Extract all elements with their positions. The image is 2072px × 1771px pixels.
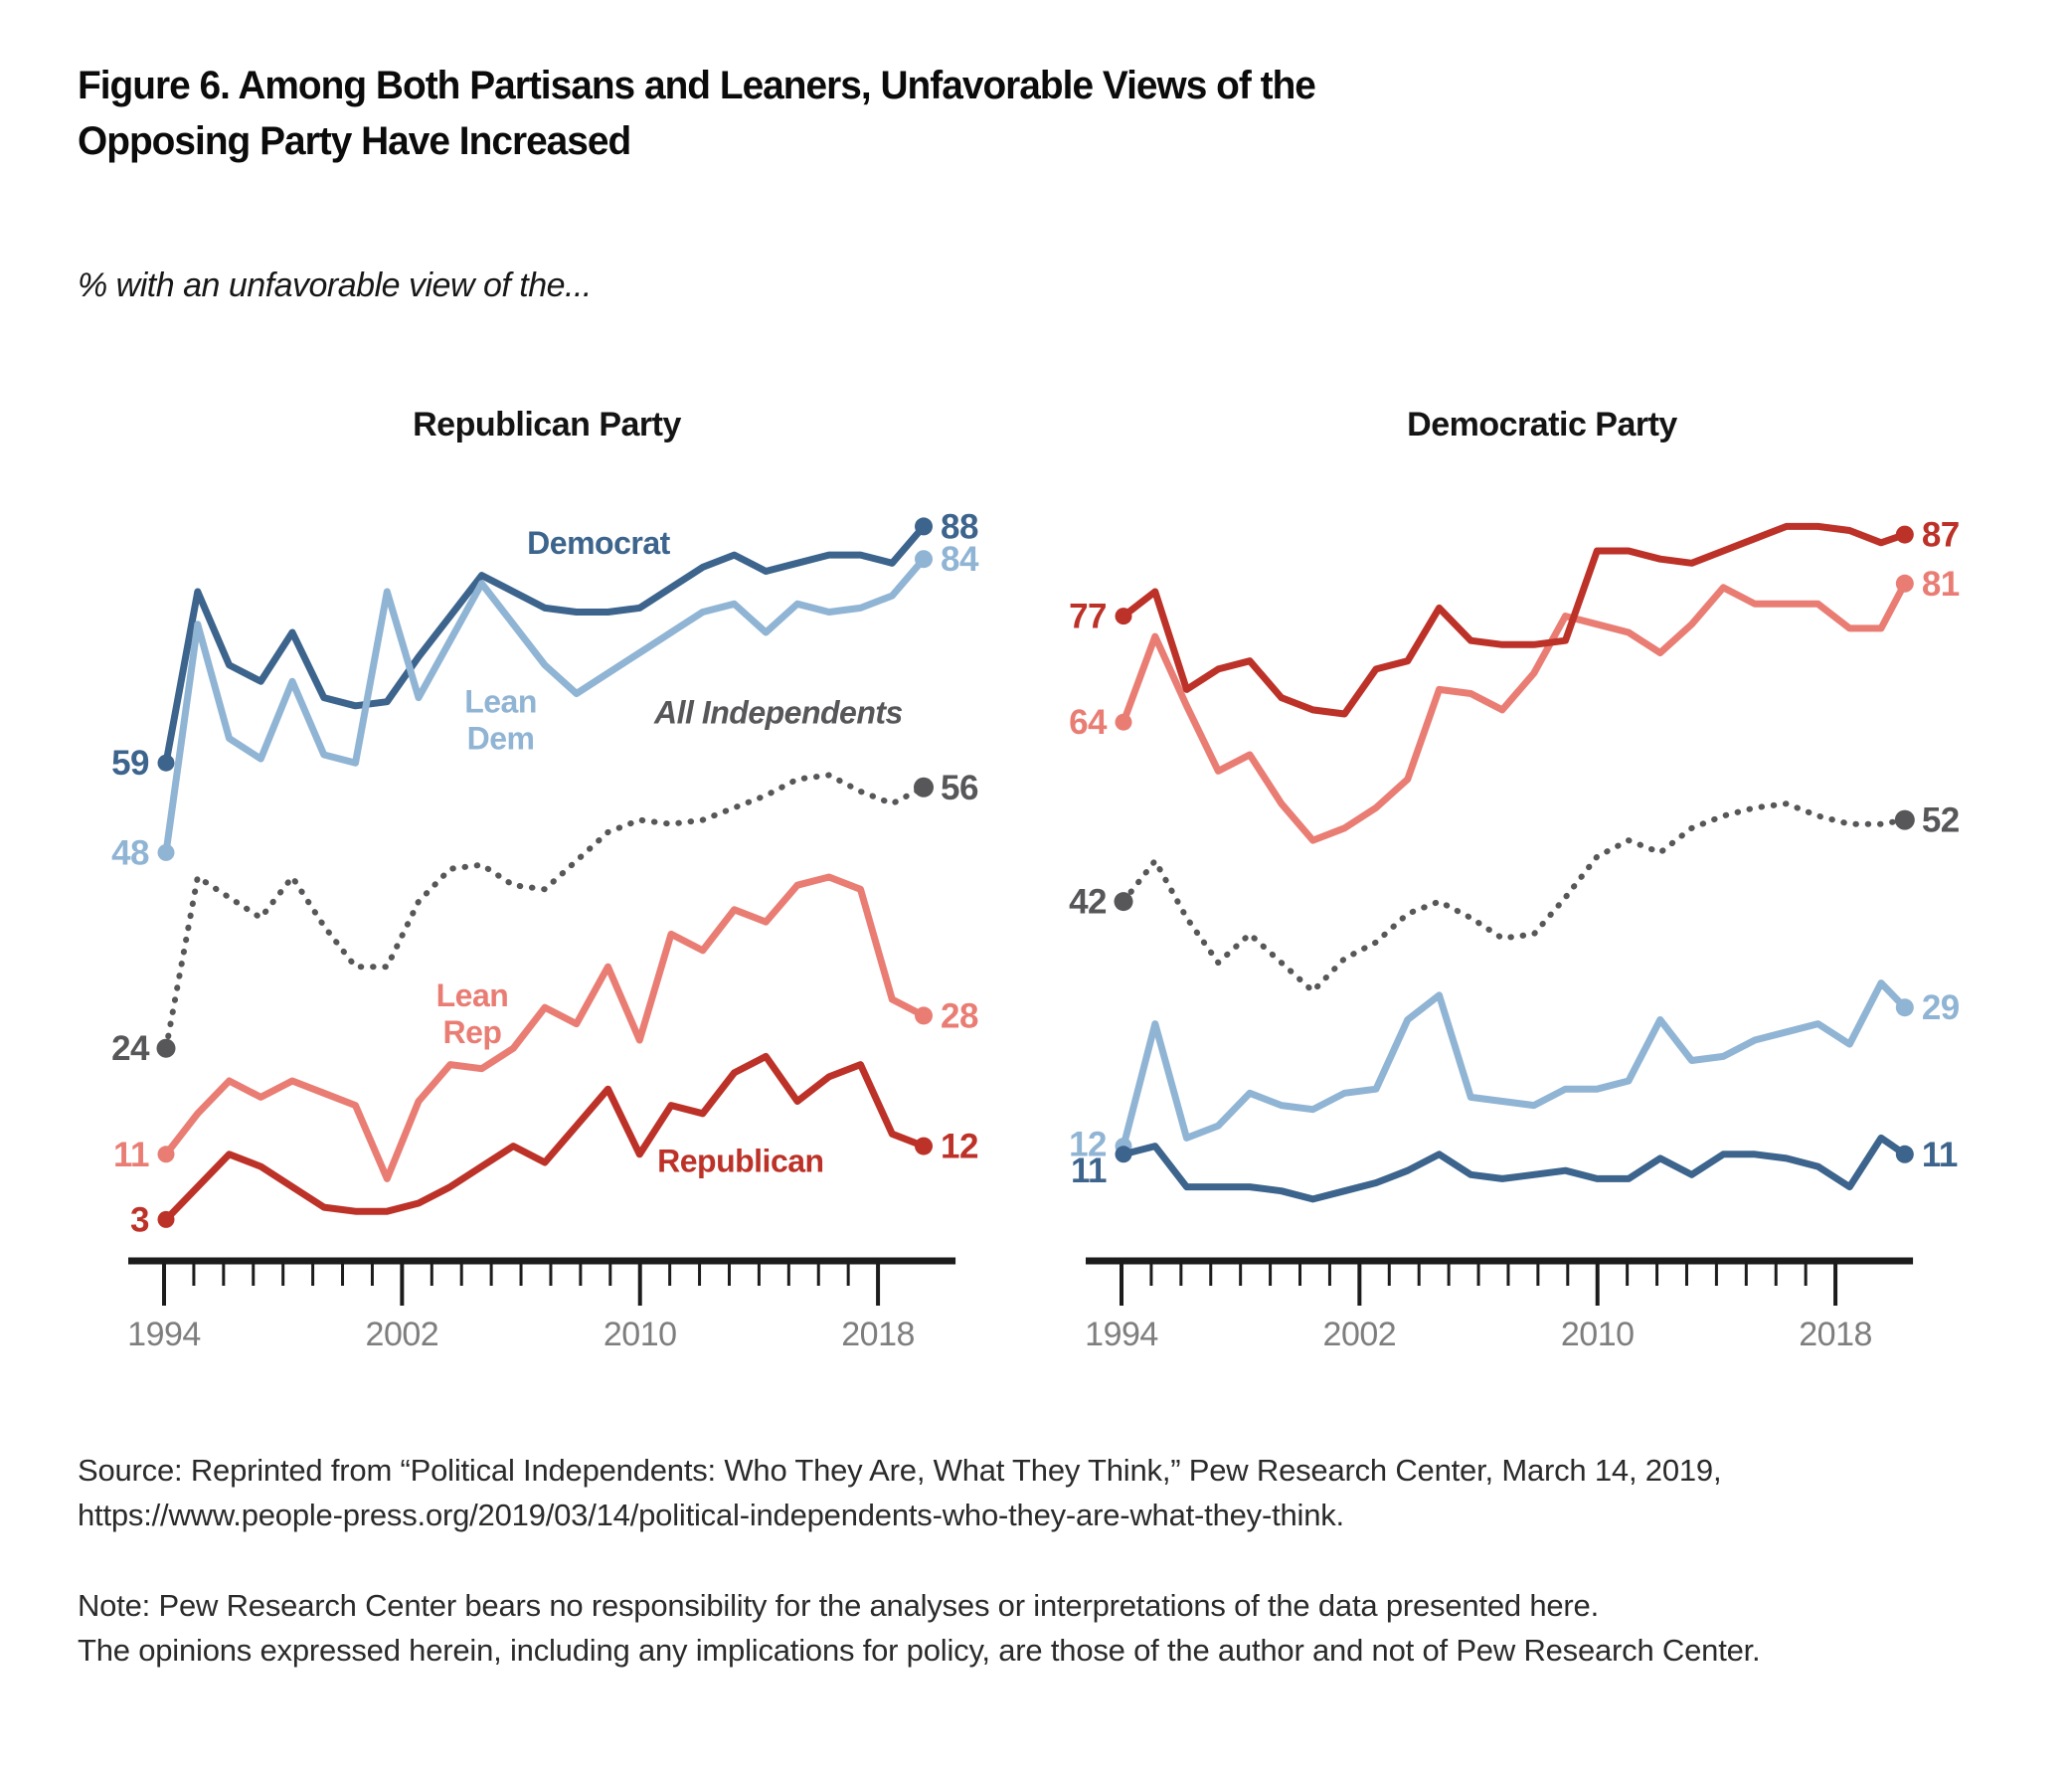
- figure-title-line2: Opposing Party Have Increased: [78, 119, 631, 163]
- series-label-republican-line1: Republican: [657, 1143, 823, 1178]
- start-value-label-democrat: 59: [111, 744, 149, 783]
- end-value-label-democrat: 11: [1922, 1136, 1958, 1174]
- source-text: Source: Reprinted from “Political Indepe…: [78, 1448, 2026, 1537]
- start-dot-all-independents: [1114, 892, 1133, 912]
- start-value-label-all-independents: 42: [1069, 883, 1107, 922]
- x-tick-label-2002: 2002: [1323, 1316, 1397, 1353]
- start-value-label-lean-rep: 11: [113, 1136, 149, 1174]
- note-line1: Note: Pew Research Center bears no respo…: [78, 1588, 1599, 1623]
- end-dot-republican: [1895, 525, 1914, 544]
- source-line1: Source: Reprinted from “Political Indepe…: [78, 1453, 1722, 1488]
- end-dot-republican: [915, 1137, 933, 1155]
- end-value-label-democrat: 88: [941, 507, 978, 546]
- figure-subtitle: % with an unfavorable view of the...: [78, 266, 592, 304]
- x-tick-label-2010: 2010: [1561, 1316, 1635, 1353]
- end-value-label-lean-dem: 29: [1922, 988, 1960, 1027]
- chart-title-republican-party: Republican Party: [413, 406, 681, 443]
- start-dot-democrat: [157, 754, 175, 772]
- series-line-lean-dem: [1120, 979, 1908, 1148]
- end-value-label-all-independents: 52: [1922, 801, 1960, 840]
- x-tick-label-1994: 1994: [1085, 1316, 1158, 1353]
- series-line-all-independents: [163, 772, 927, 1052]
- start-dot-republican: [1115, 608, 1132, 625]
- series-line-democrat: [1122, 1134, 1907, 1203]
- series-label-lean-rep-line2: Rep: [442, 1014, 501, 1050]
- start-value-label-republican: 3: [130, 1200, 149, 1239]
- series-label-lean-dem-line1: Lean: [464, 684, 537, 720]
- end-value-label-lean-rep: 28: [941, 996, 978, 1035]
- x-tick-label-2018: 2018: [1799, 1316, 1872, 1353]
- start-value-label-lean-dem: 48: [111, 833, 149, 872]
- x-tick-label-1994: 1994: [127, 1316, 201, 1353]
- chart-panel-right: 1994 2002 2010 2018 42 52 64 81 77 87 12 29 11 11: [1069, 516, 1960, 1353]
- start-value-label-republican: 77: [1069, 598, 1107, 636]
- start-value-label-democrat: 11: [1071, 1151, 1107, 1190]
- chart-title-democratic-party: Democratic Party: [1407, 406, 1677, 443]
- series-label-lean-dem-line2: Dem: [467, 721, 535, 757]
- series-label-lean-rep-line1: Lean: [436, 977, 509, 1013]
- end-dot-lean-rep: [915, 1006, 933, 1025]
- start-dot-lean-rep: [1115, 713, 1132, 731]
- start-dot-lean-dem: [157, 843, 175, 861]
- start-value-label-lean-dem: 12: [1069, 1126, 1107, 1164]
- start-value-label-all-independents: 24: [111, 1029, 150, 1068]
- chart-panel-left: 1994 2002 2010 2018 24 56 59 88 48 84 11 28 3 12 Democ…: [111, 507, 979, 1353]
- figure-title: Figure 6. Among Both Partisans and Leane…: [78, 58, 1447, 169]
- start-dot-democrat: [1115, 1146, 1132, 1163]
- x-tick-label-2018: 2018: [841, 1316, 915, 1353]
- start-dot-lean-rep: [157, 1146, 175, 1163]
- end-value-label-republican: 12: [941, 1128, 978, 1166]
- series-line-lean-rep: [163, 873, 926, 1182]
- start-dot-all-independents: [156, 1038, 176, 1058]
- start-dot-republican: [157, 1210, 175, 1228]
- series-line-republican: [163, 1052, 926, 1222]
- end-value-label-lean-dem: 84: [941, 540, 979, 579]
- series-line-republican: [1121, 522, 1906, 718]
- end-dot-democrat: [915, 517, 933, 536]
- end-dot-lean-dem: [915, 550, 933, 569]
- end-dot-democrat: [1895, 1145, 1914, 1163]
- figure-title-line1: Figure 6. Among Both Partisans and Leane…: [78, 64, 1316, 107]
- end-dot-lean-dem: [1895, 998, 1914, 1017]
- end-value-label-lean-rep: 81: [1922, 565, 1960, 604]
- note-line2: The opinions expressed herein, including…: [78, 1633, 1761, 1668]
- end-value-label-all-independents: 56: [941, 769, 978, 807]
- end-value-label-republican: 87: [1922, 516, 1960, 555]
- x-tick-label-2002: 2002: [366, 1316, 439, 1353]
- end-dot-all-independents: [914, 777, 934, 797]
- series-label-democrat-line1: Democrat: [527, 525, 670, 561]
- series-label-all-independents-line1: All Independents: [653, 694, 903, 730]
- end-dot-all-independents: [1894, 809, 1915, 830]
- series-line-lean-rep: [1120, 582, 1908, 844]
- series-line-all-independents: [1121, 800, 1908, 994]
- series-line-democrat: [162, 524, 927, 764]
- series-line-lean-dem: [162, 556, 927, 853]
- x-tick-label-2010: 2010: [604, 1316, 677, 1353]
- source-line2: https://www.people-press.org/2019/03/14/…: [78, 1498, 1344, 1532]
- note-text: Note: Pew Research Center bears no respo…: [78, 1583, 2026, 1673]
- end-dot-lean-rep: [1895, 574, 1914, 593]
- start-value-label-lean-rep: 64: [1069, 703, 1108, 742]
